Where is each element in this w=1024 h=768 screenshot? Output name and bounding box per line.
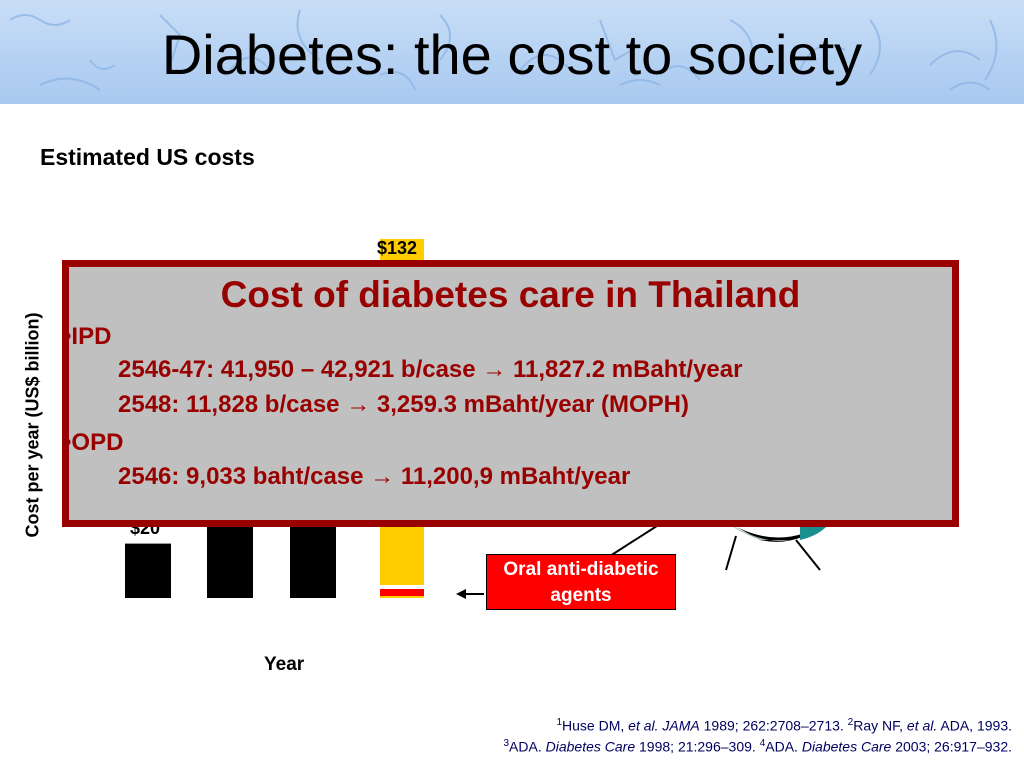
ipd-line-1: 2546-47: 41,950 – 42,921 b/case → 11,827…	[118, 356, 743, 383]
ipd-line-2: 2548: 11,828 b/case → 3,259.3 mBaht/year…	[118, 391, 689, 418]
chart-subtitle: Estimated US costs	[40, 144, 255, 170]
citation-line-1: 1Huse DM, et al. JAMA 1989; 262:2708–271…	[556, 717, 1012, 734]
opd-line-1: 2546: 9,033 baht/case → 11,200,9 mBaht/y…	[118, 463, 631, 490]
header-banner: Diabetes: the cost to society	[0, 0, 1024, 104]
ipd-heading: •IPD	[63, 323, 112, 350]
page-title: Diabetes: the cost to society	[161, 23, 863, 86]
callout-line-2: agents	[550, 585, 612, 606]
oral-agents-callout: Oral anti-diabetic agents	[486, 554, 676, 610]
data-label-132: $132	[377, 238, 418, 258]
bar-3-gap	[380, 585, 424, 589]
citation-line-2: 3ADA. Diabetes Care 1998; 21:296–309. 4A…	[503, 738, 1012, 755]
bar-0	[125, 543, 171, 598]
thailand-cost-panel: Cost of diabetes care in Thailand •IPD 2…	[62, 260, 959, 527]
x-axis-label: Year	[264, 654, 305, 675]
callout-arrow	[456, 589, 484, 599]
callout-line-1: Oral anti-diabetic	[503, 559, 659, 580]
decorative-pattern	[9, 9, 998, 91]
bar-3-oral-agents-segment	[380, 589, 424, 596]
panel-title: Cost of diabetes care in Thailand	[220, 274, 801, 315]
opd-heading: •OPD	[63, 429, 124, 456]
